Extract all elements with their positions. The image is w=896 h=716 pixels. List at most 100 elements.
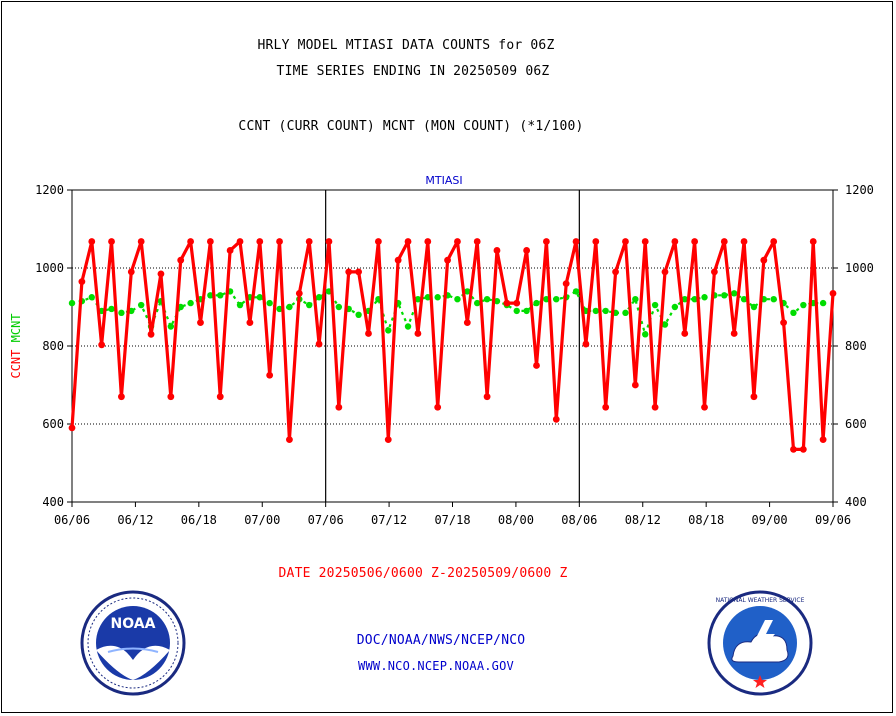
ccnt-point [404, 238, 412, 245]
mcnt-point [642, 331, 649, 338]
y-tick-label-right: 400 [845, 495, 867, 509]
mcnt-point [681, 296, 688, 303]
ccnt-point [276, 238, 283, 245]
y-tick-label-right: 600 [845, 417, 867, 431]
ccnt-point [355, 268, 363, 276]
ccnt-point [681, 330, 689, 337]
ccnt-point [572, 238, 580, 245]
ccnt-point [365, 330, 372, 337]
mcnt-point [533, 299, 540, 307]
y-axis-left: 400 600 800 1000 1200 [35, 183, 72, 509]
mcnt-point [721, 292, 728, 299]
ccnt-point [473, 238, 481, 245]
footer-url[interactable]: WWW.NCO.NCEP.NOAA.GOV [358, 659, 514, 673]
mcnt-point [730, 290, 738, 297]
ccnt-point [236, 238, 244, 245]
y-tick-label-right: 1000 [845, 261, 874, 275]
mcnt-point [572, 288, 580, 295]
series-layer [68, 238, 837, 453]
ccnt-point [750, 393, 758, 401]
y-tick-label-left: 800 [42, 339, 64, 353]
ccnt-point [88, 238, 96, 245]
mcnt-point [335, 303, 343, 311]
mcnt-point [632, 296, 639, 303]
y-tick-label-left: 1200 [35, 183, 64, 197]
ccnt-point [424, 238, 432, 245]
mcnt-point [819, 299, 827, 307]
ccnt-point [562, 280, 570, 287]
ccnt-point [483, 393, 491, 401]
mcnt-point [483, 296, 491, 303]
ccnt-point [780, 319, 787, 326]
mcnt-point [217, 292, 224, 299]
ccnt-point [770, 238, 778, 245]
ccnt-point [374, 238, 382, 245]
ccnt-point [829, 289, 837, 297]
mcnt-point [691, 296, 698, 303]
mcnt-point [523, 307, 530, 315]
mcnt-point [68, 299, 76, 307]
ccnt-point [305, 238, 313, 245]
ccnt-point [137, 238, 145, 245]
mcnt-point [553, 296, 560, 303]
y-tick-label-left: 600 [42, 417, 64, 431]
ccnt-point [533, 362, 540, 369]
x-tick-label: 09/06 [815, 513, 851, 527]
ccnt-point [790, 445, 797, 453]
series-line-ccnt [70, 239, 835, 451]
mcnt-point [434, 294, 441, 301]
x-tick-label: 07/00 [244, 513, 280, 527]
mcnt-point [118, 309, 125, 317]
ccnt-point [454, 238, 461, 245]
y-tick-label-left: 1000 [35, 261, 64, 275]
mcnt-point [256, 294, 263, 301]
x-axis: 06/06 06/12 06/18 07/00 07/06 07/12 07/18 08/00… [54, 502, 851, 527]
ccnt-point [513, 299, 521, 307]
ccnt-point [167, 393, 175, 401]
y-axis-label: CCNT MCNT [9, 313, 23, 378]
x-tick-label: 06/06 [54, 513, 90, 527]
mcnt-point [661, 321, 669, 328]
y-label-ccnt: CCNT [9, 350, 23, 379]
x-tick-label: 08/18 [688, 513, 724, 527]
ccnt-point [98, 341, 106, 349]
ccnt-point [523, 247, 531, 254]
mcnt-point [750, 303, 758, 311]
mcnt-point [622, 309, 629, 317]
mcnt-point [404, 323, 412, 330]
ccnt-point [197, 319, 204, 326]
mcnt-point [701, 294, 708, 301]
mcnt-point [236, 301, 244, 309]
ccnt-point [394, 256, 402, 264]
mcnt-point [651, 301, 659, 309]
ccnt-point [691, 238, 699, 245]
x-tick-label: 06/18 [181, 513, 217, 527]
ccnt-point [226, 247, 234, 254]
ccnt-point [602, 403, 610, 411]
ccnt-point [612, 268, 619, 276]
mcnt-point [88, 294, 95, 301]
y-tick-label-right: 800 [845, 339, 867, 353]
x-tick-label: 06/12 [117, 513, 153, 527]
mcnt-point [315, 294, 323, 301]
y-tick-label-left: 400 [42, 495, 64, 509]
mcnt-point [493, 297, 501, 305]
x-tick-label: 08/00 [498, 513, 534, 527]
ccnt-point [799, 445, 807, 453]
chart-subtitle-legend: CCNT (CURR COUNT) MCNT (MON COUNT) (*1/1… [238, 119, 584, 134]
ccnt-point [582, 340, 590, 348]
mcnt-point [800, 301, 807, 309]
plot-title: MTIASI [425, 174, 462, 187]
x-tick-label: 08/06 [561, 513, 597, 527]
chart-subtitle-time-series: TIME SERIES ENDING IN 20250509 06Z [276, 64, 550, 79]
x-tick-label: 08/12 [625, 513, 661, 527]
gridlines [72, 267, 833, 425]
ccnt-point [246, 319, 254, 326]
mcnt-point [464, 288, 471, 295]
ccnt-point [256, 238, 264, 245]
ccnt-point [760, 256, 768, 264]
date-range: DATE 20250506/0600 Z-20250509/0600 Z [278, 566, 568, 581]
mcnt-point [414, 296, 422, 303]
mcnt-point [740, 296, 748, 303]
